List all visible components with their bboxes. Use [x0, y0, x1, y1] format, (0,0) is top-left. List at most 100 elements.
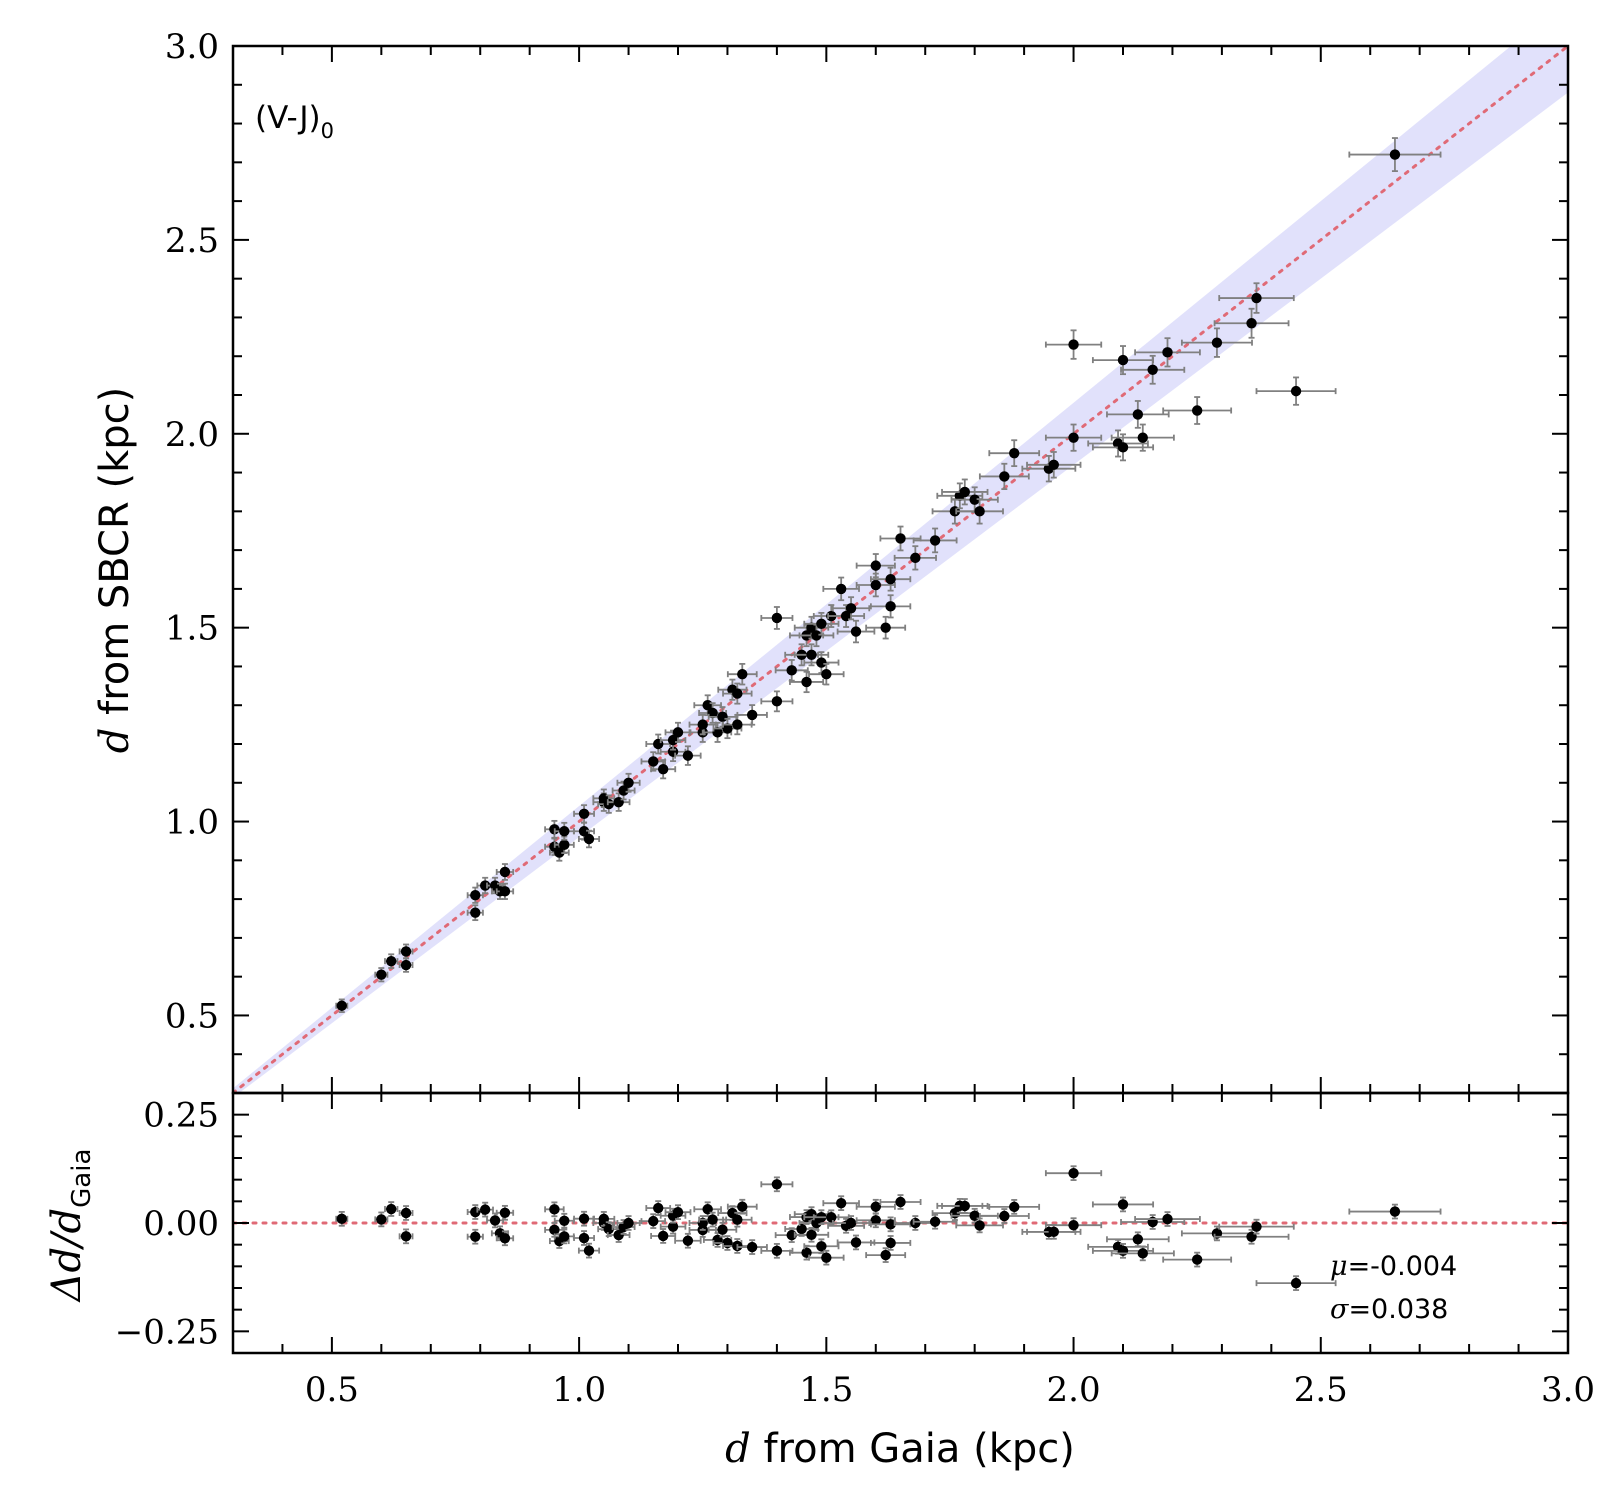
- main-point: [650, 759, 677, 780]
- data-point: [885, 1219, 896, 1230]
- data-point: [1117, 442, 1129, 453]
- main-point: [495, 882, 515, 900]
- main-point: [822, 576, 860, 602]
- residual-point: [865, 1247, 907, 1263]
- main-point: [553, 835, 575, 854]
- data-point: [850, 1237, 862, 1248]
- data-point: [648, 1215, 659, 1227]
- main-point: [640, 751, 666, 772]
- data-point: [549, 1204, 560, 1215]
- main-point: [869, 566, 912, 592]
- residual-y-tick-label: −0.25: [115, 1312, 219, 1352]
- data-point: [499, 866, 511, 878]
- residual-point: [869, 1235, 912, 1251]
- main-point: [760, 606, 794, 630]
- main-point: [674, 745, 702, 766]
- residual-point: [855, 1198, 896, 1215]
- main-point: [664, 721, 692, 743]
- data-point: [806, 649, 817, 661]
- main-point: [1134, 337, 1201, 368]
- residual-point: [384, 1201, 399, 1217]
- data-point: [717, 1224, 728, 1235]
- data-point: [549, 1224, 560, 1236]
- main-point: [1044, 329, 1103, 360]
- main-point: [774, 659, 809, 682]
- data-point: [386, 955, 397, 967]
- main-point: [831, 596, 871, 621]
- main-point: [836, 619, 876, 644]
- data-point: [880, 1249, 891, 1261]
- data-point: [499, 1207, 511, 1219]
- residual-point: [831, 1215, 871, 1231]
- residual-point: [1134, 1211, 1201, 1227]
- main-point: [1110, 423, 1175, 452]
- main-point: [760, 690, 794, 713]
- data-point: [835, 583, 847, 595]
- residual-point: [476, 1201, 494, 1218]
- data-point: [682, 1235, 694, 1246]
- main-point: [1044, 423, 1103, 452]
- data-point: [999, 1210, 1010, 1222]
- data-point: [479, 1204, 491, 1215]
- panel-annotation: (V-J)0: [255, 100, 334, 143]
- residual-y-tick-label: 0.25: [143, 1096, 219, 1136]
- residual-point: [912, 1213, 958, 1230]
- main-point: [1120, 354, 1186, 385]
- main-point: [1213, 307, 1290, 339]
- data-point: [470, 1231, 481, 1242]
- data-point: [559, 1215, 570, 1226]
- data-point: [801, 676, 812, 688]
- tick-labels: 0.5 1.0 1.5 2.0 2.5 3.0 0.5 1.0 1.5 2.0 2.5 3.0 −0.2…: [115, 27, 1595, 1410]
- residual-point: [941, 1198, 989, 1214]
- data-point: [796, 1223, 807, 1235]
- main-point: [912, 527, 958, 554]
- y-tick-label: 0.5: [165, 996, 219, 1036]
- data-point: [1117, 1199, 1129, 1210]
- data-point: [845, 1217, 857, 1229]
- residual-point: [808, 1249, 845, 1266]
- data-point: [737, 1201, 748, 1212]
- data-point: [870, 579, 881, 591]
- residual-point: [988, 1199, 1041, 1215]
- data-point: [969, 1210, 980, 1221]
- data-point: [648, 756, 659, 767]
- x-tick-label: 1.5: [799, 1370, 853, 1410]
- main-point: [722, 714, 753, 736]
- data-point: [707, 1214, 718, 1225]
- data-point: [816, 618, 827, 629]
- residual-point: [495, 1204, 515, 1221]
- residual-y-tick-label: 0.00: [143, 1204, 219, 1244]
- data-point: [1068, 1167, 1079, 1179]
- data-point: [974, 506, 985, 517]
- data-point: [895, 533, 906, 544]
- data-point: [1132, 409, 1144, 420]
- main-point: [722, 682, 753, 705]
- data-point: [583, 1245, 595, 1256]
- data-point: [578, 1213, 590, 1224]
- main-point: [335, 998, 349, 1013]
- data-point: [1048, 1226, 1059, 1238]
- data-point: [1162, 1213, 1173, 1225]
- data-point: [959, 1200, 970, 1212]
- main-point: [869, 594, 912, 619]
- data-point: [618, 785, 629, 796]
- data-point: [1048, 459, 1059, 470]
- residual-point: [879, 1194, 922, 1210]
- data-point: [969, 494, 980, 505]
- data-point: [707, 707, 718, 719]
- residual-point: [573, 1210, 595, 1227]
- data-point: [910, 1217, 921, 1229]
- y-tick-label: 1.5: [165, 609, 219, 649]
- residual-point: [1218, 1218, 1295, 1235]
- data-point: [870, 560, 881, 571]
- data-point: [929, 535, 941, 546]
- data-point: [712, 727, 723, 738]
- data-point: [746, 709, 758, 721]
- data-point: [806, 1229, 817, 1240]
- main-point: [1106, 400, 1170, 429]
- main-point: [865, 615, 907, 640]
- data-point: [1191, 1254, 1203, 1265]
- residual-point: [803, 1238, 840, 1255]
- data-point: [1117, 354, 1129, 366]
- residual-point: [736, 1239, 768, 1255]
